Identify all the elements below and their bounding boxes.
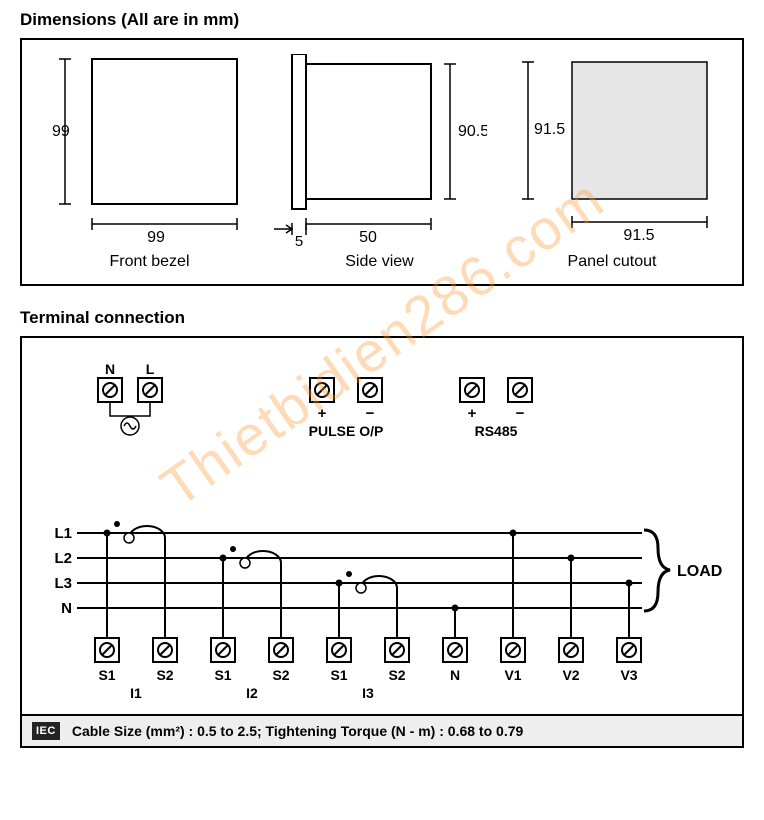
bottom-terminal-s1-2 [211, 638, 235, 662]
cutout-width-label: 91.5 [623, 227, 654, 244]
side-flange-width-label: 5 [295, 233, 303, 249]
bottom-terminal-s1-0 [95, 638, 119, 662]
terminal-title: Terminal connection [20, 308, 744, 328]
bottom-terminal-label-7: V1 [504, 667, 521, 683]
n-drop [452, 605, 459, 639]
ct-group-label-i1: I1 [130, 685, 142, 701]
line-l2-label: L2 [54, 550, 72, 567]
power-n-terminal [98, 378, 122, 402]
rs485-neg-terminal [508, 378, 532, 402]
bottom-terminal-label-4: S1 [330, 667, 347, 683]
footer-text: Cable Size (mm²) : 0.5 to 2.5; Tightenin… [72, 723, 523, 739]
terminal-panel: N L + − PULSE O/P + − RS485 L1 L2 L3 N [20, 336, 744, 716]
bottom-terminal-label-1: S2 [156, 667, 173, 683]
bottom-terminal-s2-3 [269, 638, 293, 662]
front-width-label: 99 [147, 229, 165, 246]
rs485-pos-terminal [460, 378, 484, 402]
pulse-group-label: PULSE O/P [309, 423, 384, 439]
pulse-pos-label: + [318, 405, 327, 422]
side-view-svg: 90.5 50 5 [272, 54, 487, 249]
bottom-terminal-v3-9 [617, 638, 641, 662]
front-bezel-svg: 99 99 [52, 54, 247, 249]
panel-cutout-svg: 91.5 91.5 [512, 54, 712, 249]
terminal-diagram-svg: N L + − PULSE O/P + − RS485 L1 L2 L3 N [22, 338, 742, 714]
bottom-terminal-label-3: S2 [272, 667, 289, 683]
dimensions-panel: 99 99 Front bezel 90.5 [20, 38, 744, 286]
ct-group-label-i3: I3 [362, 685, 374, 701]
power-l-terminal [138, 378, 162, 402]
ct-group-label-i2: I2 [246, 685, 258, 701]
pulse-neg-label: − [366, 405, 375, 422]
side-view-label: Side view [345, 253, 413, 271]
bottom-terminal-v2-8 [559, 638, 583, 662]
rs485-group-label: RS485 [475, 423, 518, 439]
bottom-terminal-label-0: S1 [98, 667, 115, 683]
front-height-label: 99 [52, 123, 70, 140]
ct-i2 [220, 546, 282, 638]
side-height-label: 90.5 [458, 123, 487, 140]
bottom-terminal-label-8: V2 [562, 667, 579, 683]
bottom-terminal-s2-5 [385, 638, 409, 662]
line-l3-label: L3 [54, 575, 72, 592]
side-body-width-label: 50 [359, 229, 377, 246]
side-view: 90.5 50 5 Side view [272, 54, 487, 271]
rs485-neg-label: − [516, 405, 525, 422]
bottom-terminal-n-6 [443, 638, 467, 662]
v2-drop [568, 555, 575, 639]
pulse-neg-terminal [358, 378, 382, 402]
bottom-terminal-s1-4 [327, 638, 351, 662]
line-n-label: N [61, 600, 72, 617]
bottom-terminal-label-6: N [450, 667, 460, 683]
front-bezel-view: 99 99 Front bezel [52, 54, 247, 271]
front-bezel-label: Front bezel [109, 253, 189, 271]
bottom-terminal-v1-7 [501, 638, 525, 662]
cutout-height-label: 91.5 [534, 121, 565, 138]
ct-i3 [336, 571, 398, 638]
bottom-terminal-label-9: V3 [620, 667, 637, 683]
power-n-label: N [105, 361, 115, 377]
pulse-pos-terminal [310, 378, 334, 402]
line-l1-label: L1 [54, 525, 72, 542]
power-l-label: L [146, 361, 155, 377]
panel-cutout-view: 91.5 91.5 Panel cutout [512, 54, 712, 271]
bottom-terminal-label-5: S2 [388, 667, 405, 683]
panel-cutout-label: Panel cutout [568, 253, 657, 271]
bottom-terminal-label-2: S1 [214, 667, 231, 683]
ct-i1 [104, 521, 166, 638]
terminal-footer: IEC Cable Size (mm²) : 0.5 to 2.5; Tight… [20, 716, 744, 748]
rs485-pos-label: + [468, 405, 477, 422]
load-label: LOAD [677, 563, 722, 580]
iec-badge: IEC [32, 722, 60, 740]
load-brace [644, 530, 670, 611]
bottom-terminal-row: S1 S2 S1 S2 S1 S2 N V1 V2 V3 I1 I2 I3 [95, 638, 641, 701]
bottom-terminal-s2-1 [153, 638, 177, 662]
dimensions-title: Dimensions (All are in mm) [20, 10, 744, 30]
